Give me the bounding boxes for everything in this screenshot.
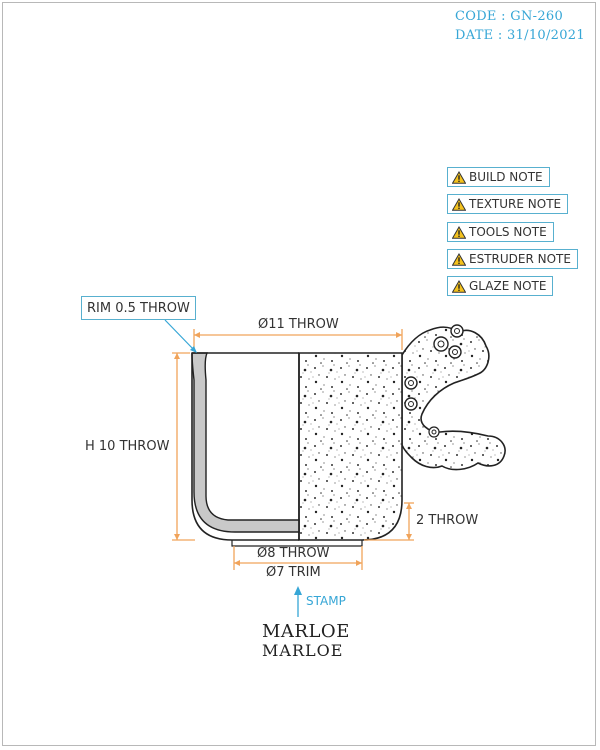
- note-estruder[interactable]: ESTRUDER NOTE: [447, 249, 578, 269]
- cup-exterior-texture: [298, 352, 403, 541]
- note-label: GLAZE NOTE: [469, 279, 547, 293]
- height-label: H 10 THROW: [85, 439, 170, 454]
- note-glaze[interactable]: GLAZE NOTE: [447, 276, 554, 296]
- rim-leader-arrow: [190, 346, 197, 353]
- note-label: TOOLS NOTE: [469, 225, 547, 239]
- top-diameter-label: Ø11 THROW: [258, 317, 339, 332]
- note-label: ESTRUDER NOTE: [469, 252, 571, 266]
- warning-icon: [452, 225, 466, 239]
- note-label: TEXTURE NOTE: [469, 197, 562, 211]
- warning-icon: [452, 252, 466, 266]
- warning-icon: [452, 279, 466, 293]
- warning-icon: [452, 170, 466, 184]
- brand-logo-bottom: MARLOE: [262, 641, 344, 660]
- brand-logo-top: MARLOE: [262, 621, 350, 642]
- cup-handle: [401, 324, 506, 471]
- note-texture[interactable]: TEXTURE NOTE: [447, 194, 569, 214]
- note-label: BUILD NOTE: [469, 170, 543, 184]
- foot-ring: [231, 540, 363, 547]
- dimension-lines: [172, 329, 414, 570]
- base-diameter-label: Ø8 THROW: [257, 546, 330, 561]
- warning-icon: [452, 197, 466, 211]
- stamp-arrow: [294, 586, 302, 595]
- rim-leader: [164, 319, 197, 353]
- cup-wall-section: [191, 352, 300, 533]
- stamp-label: STAMP: [306, 594, 346, 608]
- note-build[interactable]: BUILD NOTE: [447, 167, 550, 187]
- date-label: DATE : 31/10/2021: [455, 28, 585, 43]
- foot-height-label: 2 THROW: [416, 513, 479, 528]
- trim-diameter-label: Ø7 TRIM: [266, 565, 321, 580]
- rim-callout: RIM 0.5 THROW: [81, 296, 196, 320]
- dimension-arrows: [174, 332, 412, 566]
- cup-outline: [191, 352, 300, 541]
- code-label: CODE : GN-260: [455, 9, 564, 24]
- note-tools[interactable]: TOOLS NOTE: [447, 222, 554, 242]
